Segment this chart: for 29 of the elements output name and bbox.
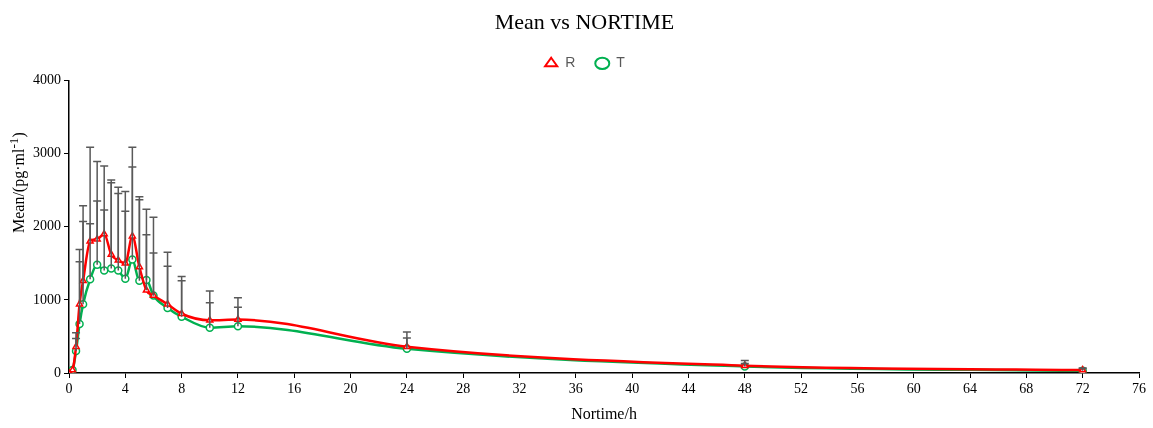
- x-tick-label: 44: [681, 381, 696, 397]
- x-tick-label: 48: [737, 381, 752, 397]
- x-tick-label: 24: [399, 381, 414, 397]
- x-tick-label: 60: [906, 381, 921, 397]
- x-tick-label: 68: [1019, 381, 1034, 397]
- legend-label: R: [565, 54, 576, 71]
- x-tick-label: 56: [850, 381, 865, 397]
- x-tick-label: 8: [178, 381, 186, 397]
- x-tick-label: 0: [65, 381, 73, 397]
- y-tick-label: 0: [54, 364, 61, 380]
- x-tick-label: 64: [963, 381, 978, 397]
- x-tick-label: 32: [512, 381, 527, 397]
- x-axis-title: Nortime/h: [571, 404, 637, 422]
- x-tick-label: 72: [1075, 381, 1090, 397]
- y-tick-label: 2000: [33, 218, 61, 234]
- x-tick-label: 76: [1132, 381, 1146, 397]
- legend-label: T: [616, 54, 626, 71]
- y-tick-label: 1000: [33, 291, 61, 307]
- x-tick-label: 4: [121, 381, 129, 397]
- chart-title: Mean vs NORTIME: [494, 8, 675, 34]
- x-tick-label: 16: [287, 381, 302, 397]
- y-tick-label: 3000: [33, 145, 61, 161]
- x-tick-label: 52: [794, 381, 809, 397]
- x-tick-label: 40: [625, 381, 640, 397]
- x-tick-label: 20: [343, 381, 358, 397]
- y-tick-label: 4000: [33, 72, 61, 88]
- x-tick-label: 12: [230, 381, 245, 397]
- x-tick-label: 28: [456, 381, 471, 397]
- x-tick-label: 36: [568, 381, 583, 397]
